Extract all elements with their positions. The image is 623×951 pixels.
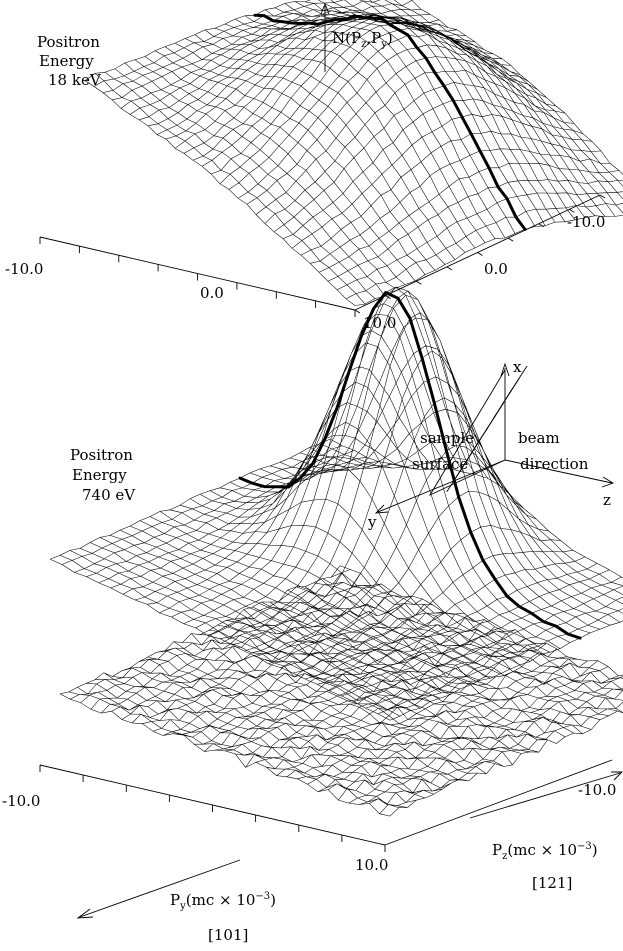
py-tick-neg10-bottom: -10.0 bbox=[2, 792, 40, 810]
svg-text:Energy: Energy bbox=[39, 52, 94, 70]
sample-surface-hatch bbox=[446, 365, 528, 493]
surface-label: surface bbox=[412, 455, 468, 473]
surface-mesh-difference bbox=[59, 565, 623, 817]
sample-label: sample bbox=[420, 429, 474, 447]
svg-text:18 keV: 18 keV bbox=[48, 71, 102, 89]
vertical-axis-label: N(Pz,Py) bbox=[332, 29, 393, 50]
py-direction-label: [101] bbox=[208, 926, 248, 944]
highlight-ridge-line-18kev bbox=[253, 13, 527, 231]
py-tick-10-bottom: 10.0 bbox=[355, 856, 388, 874]
highlight-ridge-line-740ev bbox=[238, 291, 582, 640]
surface-18kev bbox=[84, 0, 623, 306]
svg-text:740 eV: 740 eV bbox=[82, 486, 136, 504]
pz-tick-0-top: 0.0 bbox=[484, 260, 508, 278]
surface-difference bbox=[59, 565, 623, 817]
inset-axis-x: x bbox=[513, 358, 522, 376]
pz-tick-neg10-bottom: -10.0 bbox=[578, 781, 616, 799]
py-axis-label: Py(mc × 10−3) bbox=[170, 891, 276, 912]
pz-tick-neg10-top: -10.0 bbox=[567, 213, 605, 231]
pz-direction-label: [121] bbox=[532, 874, 572, 892]
energy-label-18kev: Positron Energy 18 keV bbox=[37, 33, 102, 89]
beam-label: beam bbox=[518, 429, 560, 447]
geometry-inset: x y z sample surface beam direction bbox=[367, 358, 615, 531]
axes-bottom: -10.0 10.0 -10.0 Py(mc × 10−3) [101] Pz(… bbox=[2, 759, 623, 944]
inset-axis-y: y bbox=[367, 513, 377, 531]
py-tick-neg10-top: -10.0 bbox=[5, 260, 43, 278]
energy-label-740ev: Positron Energy 740 eV bbox=[70, 446, 136, 504]
direction-label: direction bbox=[520, 455, 589, 473]
svg-text:Positron: Positron bbox=[37, 33, 100, 51]
vertical-axis: N(Pz,Py) bbox=[320, 2, 393, 72]
pz-axis-label: Pz(mc × 10−3) bbox=[492, 841, 598, 862]
svg-text:Positron: Positron bbox=[70, 446, 133, 464]
surface-740ev bbox=[49, 286, 623, 721]
surface-mesh-740ev bbox=[49, 286, 623, 721]
inset-axis-z: z bbox=[603, 491, 611, 509]
svg-text:Energy: Energy bbox=[72, 466, 127, 484]
py-tick-0-top: 0.0 bbox=[200, 284, 224, 302]
